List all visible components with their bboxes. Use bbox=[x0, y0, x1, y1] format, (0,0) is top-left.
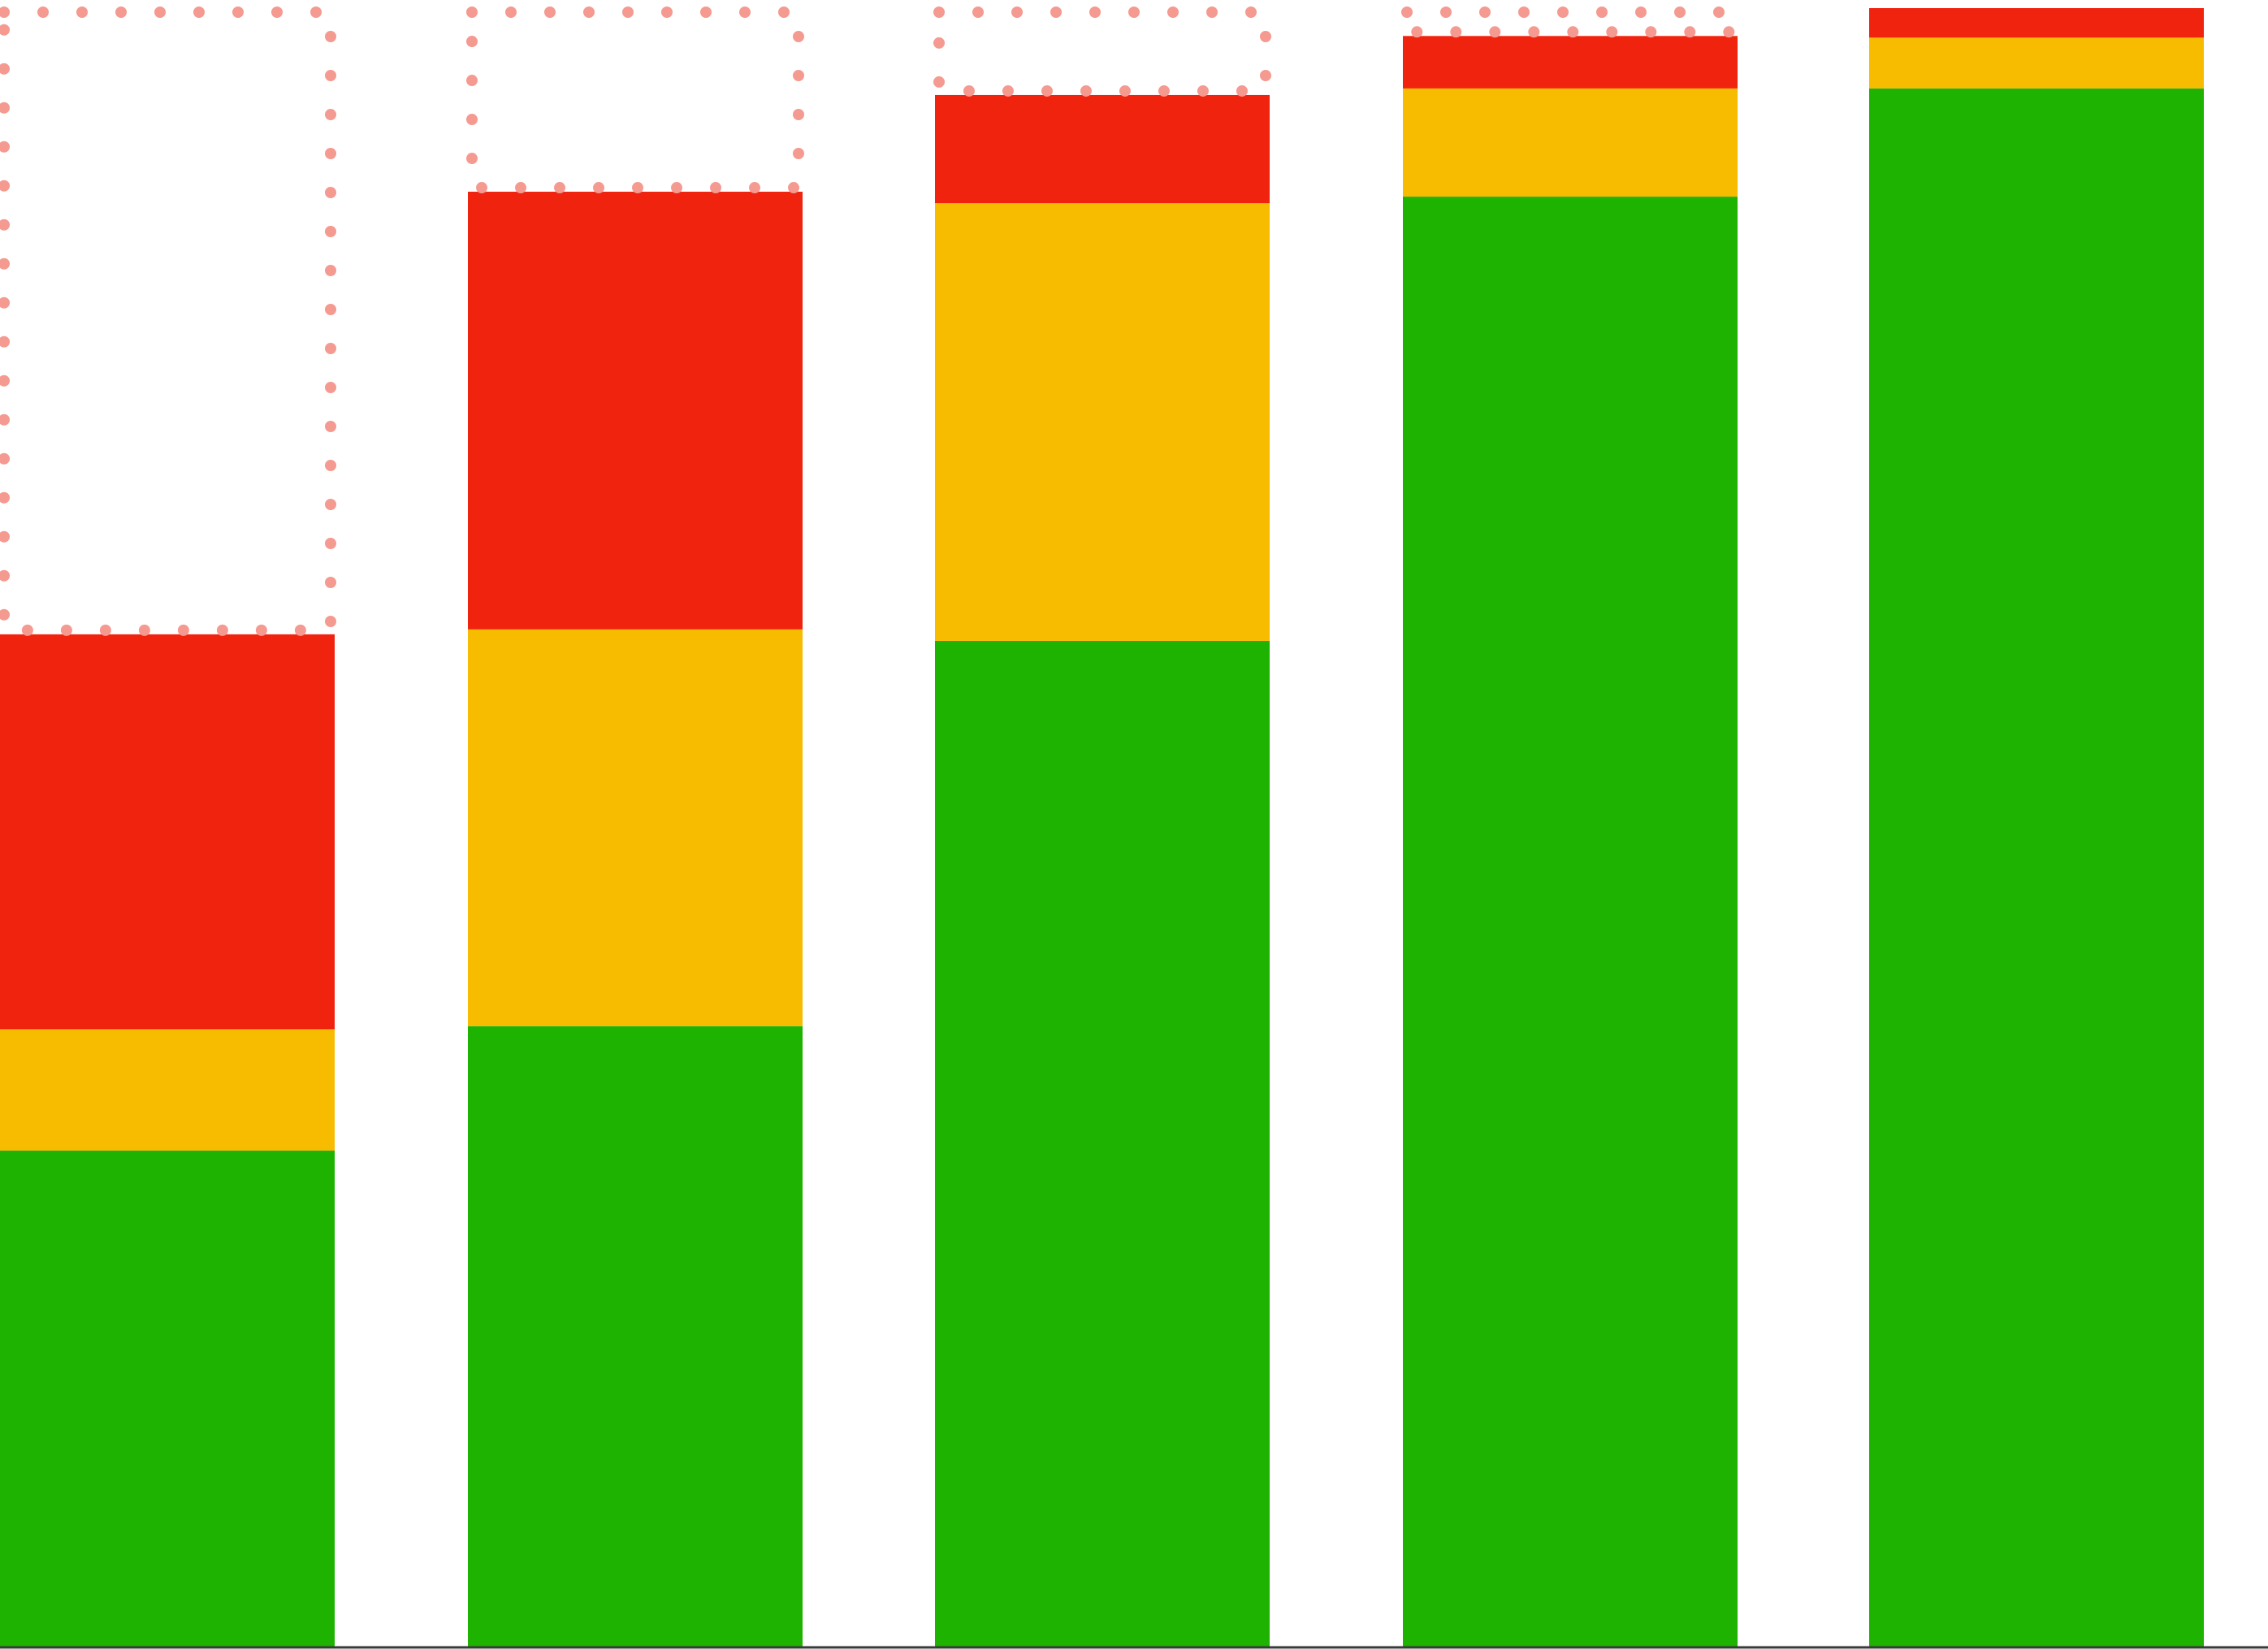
bar-5-segment-yellow bbox=[1869, 37, 2204, 89]
bar-4-segment-green bbox=[1403, 197, 1738, 1647]
bar-1-segment-unfilled bbox=[0, 6, 336, 636]
bar-5-segment-green bbox=[1869, 88, 2204, 1648]
bars-layer bbox=[0, 6, 2204, 1648]
bar-1-segment-green bbox=[0, 1150, 335, 1647]
bar-4-segment-unfilled bbox=[1401, 6, 1739, 38]
bar-2-segment-red bbox=[468, 192, 803, 630]
bar-3-segment-green bbox=[935, 640, 1270, 1647]
bar-2-segment-green bbox=[468, 1026, 803, 1647]
bar-3-segment-red bbox=[935, 94, 1270, 204]
bar-3-segment-unfilled bbox=[933, 6, 1271, 97]
bar-1-segment-yellow bbox=[0, 1029, 335, 1151]
bar-2-segment-unfilled bbox=[466, 6, 804, 194]
bar-5-segment-red bbox=[1869, 8, 2204, 38]
bar-4-segment-yellow bbox=[1403, 88, 1738, 197]
bar-3-segment-yellow bbox=[935, 203, 1270, 641]
bar-1-segment-red bbox=[0, 634, 335, 1030]
bar-4-segment-red bbox=[1403, 36, 1738, 89]
bar-2-segment-yellow bbox=[468, 629, 803, 1027]
